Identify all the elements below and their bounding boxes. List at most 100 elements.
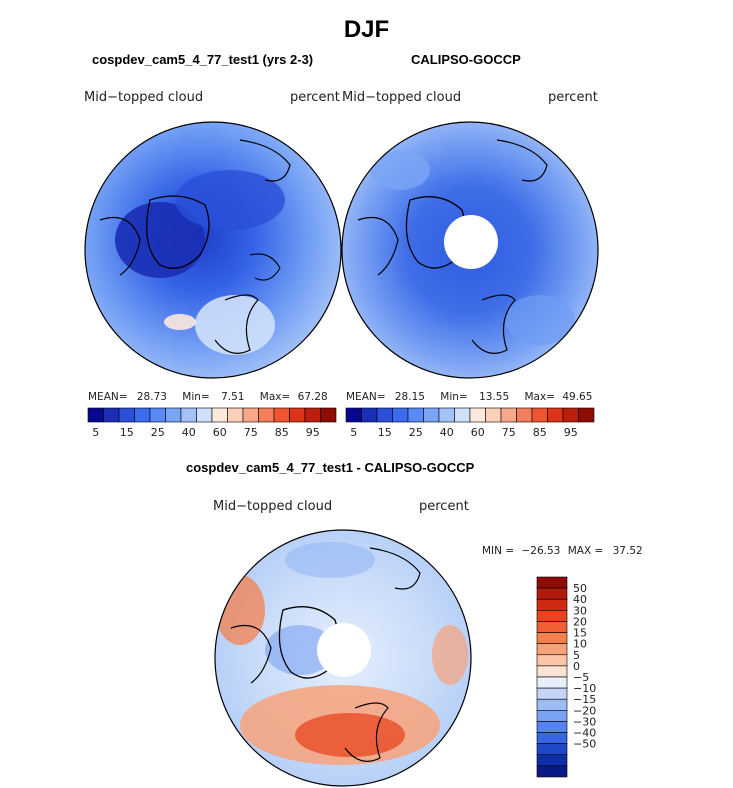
panel2-colorbar-box-12 [531,407,548,423]
panel3-colorbar-box-12 [536,710,568,722]
panel1-colorbar-box-12 [273,407,290,423]
panel2-colorbar: 5 15 25 40 60 75 85 95 [345,407,595,439]
panel1-map-border [84,121,342,379]
panel1-map [84,121,342,379]
panel1-colorbar-box-6 [180,407,197,423]
panel2-colorbar-box-0 [345,407,362,423]
panel2-max-label: Max= [524,391,555,403]
panel3-colorbar-tick-8: −5 [573,671,589,684]
panel2-colorbar-box-1 [361,407,378,423]
panel3-colorbar-tick-12: −30 [573,715,596,728]
panel1-colorbar-box-11 [258,407,275,423]
panel3-max-value: 37.52 [612,545,643,557]
panel1-colorbar-tick-4: 60 [213,426,227,439]
panel2-variable-label: Mid−topped cloud [342,90,462,105]
panel3-negative-anomaly-greenland [265,625,335,675]
panel1-high-cloud-region [115,202,205,278]
panel1-colorbar-tick-6: 85 [275,426,289,439]
panel3-missing-data-polar-hole [317,623,371,677]
panel2-colorbar-box-9 [485,407,502,423]
panel3-units-label: percent [419,499,469,514]
panel1-title: cospdev_cam5_4_77_test1 (yrs 2-3) [92,52,314,67]
panel3-max-label: MAX = [567,545,604,557]
panel1-colorbar-box-14 [304,407,321,423]
panel3-positive-anomaly-west [215,575,265,645]
panel3-colorbar-tick-3: 20 [573,615,587,628]
panel3-strong-positive-anomaly [295,713,405,757]
panel3-colorbar-box-3 [536,610,568,622]
panel1-coastline-greenland [146,195,210,269]
panel2-mean-value: 28.15 [394,391,425,403]
panel2-colorbar-box-15 [578,407,595,423]
panel3-colorbar-tick-5: 10 [573,638,587,651]
panel3-variable-label: Mid−topped cloud [213,499,333,514]
panel2-min-value: 13.55 [479,391,510,403]
panel2-colorbar-box-4 [407,407,424,423]
panel3-colorbar-box-1 [536,587,568,600]
panel1-colorbar-box-1 [103,407,120,423]
panel2-colorbar-box-5 [423,407,440,423]
panel1-units-label: percent [290,90,340,105]
panel3-colorbar-box-11 [536,698,568,711]
panel2-title: CALIPSO-GOCCP [411,52,521,67]
panel2-colorbar-box-6 [438,407,455,423]
panel1-colorbar-box-8 [211,407,228,423]
panel3-colorbar-tick-14: −50 [573,738,596,751]
panel1-max-value: 67.28 [297,391,328,403]
panel1-colorbar-box-15 [320,407,337,423]
panel1-low-cloud-patch [164,314,196,330]
panel3-colorbar-box-0 [536,576,568,589]
panel2-colorbar-box-13 [547,407,564,423]
panel1-min-label: Min= [182,391,210,403]
panel1-coastline-siberia [239,139,291,182]
panel3-colorbar-box-5 [536,632,568,644]
figure-title: DJF [343,16,390,43]
panel1-colorbar-box-9 [227,407,244,423]
panel2-map-border [341,121,599,379]
panel2-colorbar-tick-7: 95 [564,426,578,439]
panel3-min-label: MIN = [482,545,515,557]
panel1-colorbar-box-3 [134,407,151,423]
panel2-map [341,121,599,379]
panel2-mean-label: MEAN= [346,391,386,403]
panel2-colorbar-box-10 [500,407,517,423]
panel3-colorbar-tick-9: −10 [573,682,596,695]
panel3-colorbar-box-7 [536,654,568,667]
panel2-colorbar-box-2 [376,407,393,423]
panel1-map-features [99,139,291,355]
panel3-colorbar-tick-2: 30 [573,604,587,617]
panel2-colorbar-tick-2: 25 [409,426,423,439]
panel3-min-value: −26.53 [521,545,561,557]
panel2-min-label: Min= [440,391,468,403]
panel2-colorbar-box-7 [454,407,471,423]
panel2-colorbar-tick-3: 40 [440,426,454,439]
panel1-colorbar-tick-0: 5 [92,426,99,439]
panel1-mean-label: MEAN= [88,391,128,403]
panel1-coastline-canada [99,216,141,276]
panel2-colorbar-tick-4: 60 [471,426,485,439]
panel1-colorbar: 5 15 25 40 60 75 85 95 [87,407,337,439]
panel1-low-cloud-region [195,295,275,355]
panel2-units-label: percent [548,90,598,105]
panel1-colorbar-tick-1: 15 [120,426,134,439]
panel2-colorbar-tick-0: 5 [350,426,357,439]
panel3-colorbar-tick-13: −40 [573,727,596,740]
panel1-colorbar-box-4 [149,407,166,423]
panel3-colorbar-box-10 [536,687,568,700]
panel1-colorbar-box-13 [289,407,306,423]
panel3-colorbar-tick-4: 15 [573,627,587,640]
panel2-colorbar-box-3 [392,407,409,423]
panel1-coastline-svalbard [249,253,281,281]
panel3-colorbar-tick-7: 0 [573,660,580,673]
panel1-colorbar-box-5 [165,407,182,423]
panel3-colorbar-tick-0: 50 [573,582,587,595]
panel3-colorbar-box-4 [536,621,568,633]
panel2-stats: MEAN= 28.15 Min= 13.55 Max= 49.65 [346,391,592,403]
panel2-max-value: 49.65 [562,391,593,403]
panel2-coastline-europe [471,294,516,354]
panel3-colorbar-tick-1: 40 [573,593,587,606]
panel1-stats: MEAN= 28.73 Min= 7.51 Max= 67.28 [88,391,328,403]
panel1-max-label: Max= [259,391,291,403]
